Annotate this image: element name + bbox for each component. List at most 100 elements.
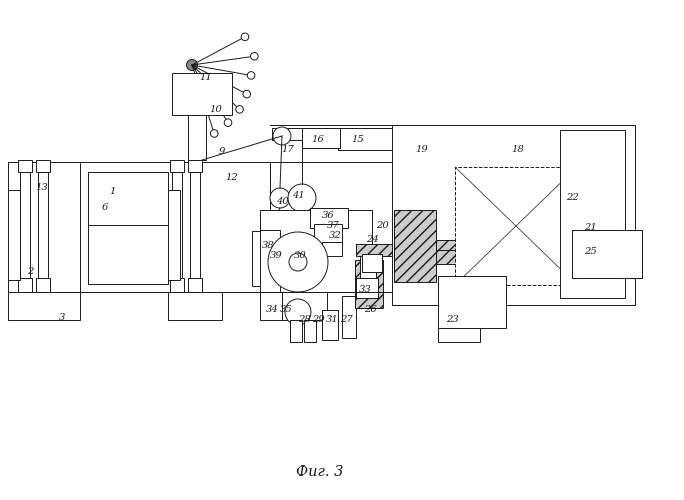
- Bar: [455, 167, 577, 285]
- Text: 24: 24: [366, 236, 378, 244]
- Text: 31: 31: [326, 316, 339, 324]
- Circle shape: [224, 119, 232, 126]
- Circle shape: [243, 90, 250, 98]
- Text: 21: 21: [583, 224, 596, 232]
- Text: 1: 1: [109, 188, 115, 196]
- Text: 17: 17: [282, 146, 294, 154]
- Bar: [252, 231, 262, 286]
- Bar: [36, 160, 50, 172]
- Bar: [314, 224, 342, 244]
- Text: 3: 3: [59, 314, 65, 322]
- Bar: [356, 278, 378, 298]
- Bar: [168, 190, 180, 280]
- Text: 32: 32: [328, 230, 341, 239]
- Circle shape: [511, 127, 529, 145]
- Text: 25: 25: [583, 248, 596, 256]
- Text: 23: 23: [445, 316, 458, 324]
- Text: 30: 30: [293, 250, 306, 260]
- Bar: [8, 190, 20, 280]
- Text: 13: 13: [36, 184, 49, 192]
- Text: 36: 36: [321, 210, 334, 220]
- Circle shape: [187, 60, 198, 70]
- Bar: [38, 172, 48, 278]
- Circle shape: [236, 106, 244, 113]
- Bar: [560, 130, 625, 298]
- Circle shape: [211, 130, 218, 138]
- Bar: [394, 210, 436, 282]
- Text: 38: 38: [261, 240, 274, 250]
- Circle shape: [270, 188, 290, 208]
- Text: 20: 20: [376, 220, 389, 230]
- Bar: [342, 296, 356, 338]
- Text: 37: 37: [327, 220, 339, 230]
- Bar: [572, 230, 642, 278]
- Text: 39: 39: [269, 250, 282, 260]
- Circle shape: [248, 72, 255, 79]
- Text: 15: 15: [352, 136, 365, 144]
- Bar: [188, 115, 206, 160]
- Text: 29: 29: [312, 316, 324, 324]
- Text: 26: 26: [364, 306, 376, 314]
- Bar: [302, 128, 340, 148]
- Circle shape: [241, 33, 249, 40]
- Text: 12: 12: [226, 174, 239, 182]
- Bar: [436, 240, 564, 250]
- Text: 33: 33: [358, 286, 371, 294]
- Bar: [20, 172, 30, 278]
- Bar: [392, 125, 635, 305]
- Text: 34: 34: [265, 306, 278, 314]
- Bar: [172, 73, 232, 115]
- Text: 10: 10: [209, 106, 222, 114]
- Bar: [172, 172, 182, 278]
- Bar: [188, 278, 202, 292]
- Text: 11: 11: [200, 74, 212, 82]
- Bar: [304, 320, 316, 342]
- Circle shape: [273, 127, 291, 145]
- Circle shape: [285, 299, 311, 325]
- Bar: [18, 278, 32, 292]
- Text: 35: 35: [280, 306, 292, 314]
- Bar: [360, 256, 376, 278]
- Text: 2: 2: [27, 268, 34, 276]
- Bar: [36, 278, 50, 292]
- Bar: [356, 244, 394, 256]
- Bar: [282, 292, 327, 320]
- Bar: [438, 328, 480, 342]
- Bar: [170, 160, 184, 172]
- Text: 22: 22: [566, 194, 579, 202]
- Bar: [260, 210, 372, 292]
- Text: 6: 6: [102, 204, 108, 212]
- Bar: [310, 208, 348, 228]
- Bar: [436, 250, 588, 264]
- Bar: [8, 292, 80, 320]
- Bar: [88, 172, 168, 284]
- Circle shape: [289, 253, 307, 271]
- Text: 19: 19: [416, 146, 428, 154]
- Bar: [260, 292, 282, 320]
- Bar: [322, 242, 342, 256]
- Text: 40: 40: [276, 198, 289, 206]
- Text: 18: 18: [512, 146, 525, 154]
- Bar: [322, 310, 338, 340]
- Text: 16: 16: [312, 136, 324, 144]
- Bar: [290, 320, 302, 342]
- Text: Фиг. 3: Фиг. 3: [296, 465, 343, 479]
- Circle shape: [250, 52, 258, 60]
- Text: 28: 28: [298, 316, 311, 324]
- Bar: [260, 230, 280, 292]
- Bar: [438, 276, 506, 328]
- Text: 27: 27: [340, 316, 352, 324]
- Bar: [338, 128, 403, 150]
- Bar: [355, 260, 383, 308]
- Bar: [272, 128, 562, 140]
- Bar: [362, 254, 382, 272]
- Bar: [170, 278, 184, 292]
- Bar: [168, 292, 222, 320]
- Text: 9: 9: [219, 148, 225, 156]
- Bar: [8, 162, 80, 292]
- Bar: [190, 172, 200, 278]
- Bar: [18, 160, 32, 172]
- Bar: [188, 160, 202, 172]
- Circle shape: [288, 184, 316, 212]
- Text: 41: 41: [291, 190, 304, 200]
